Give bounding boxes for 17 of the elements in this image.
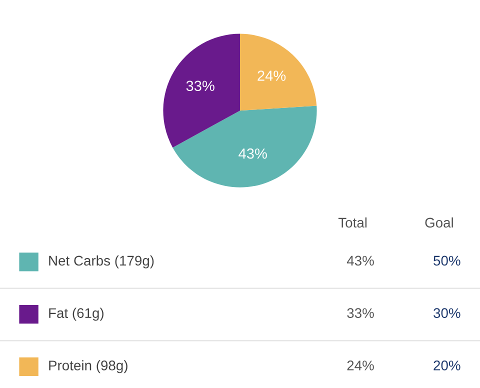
- text: Total: [338, 217, 367, 228]
- data-label: 33%: [186, 80, 214, 92]
- text: 33%: [347, 308, 374, 318]
- text: 20%: [434, 360, 460, 370]
- text: 30%: [434, 308, 460, 318]
- data-label: 24%: [258, 70, 286, 81]
- data-label: 43%: [238, 148, 267, 159]
- text: 50%: [434, 256, 460, 266]
- text: 43%: [346, 256, 374, 266]
- legend-label: Net Carbs (179g): [49, 255, 154, 268]
- text: 24%: [347, 360, 374, 370]
- pie-slice: [172, 106, 317, 188]
- pie-slice: [240, 34, 317, 111]
- legend-label: Fat (61g): [49, 308, 104, 321]
- text: Goal: [425, 217, 453, 228]
- legend-label: Protein (98g): [49, 360, 128, 374]
- pie-slice: [163, 34, 240, 148]
